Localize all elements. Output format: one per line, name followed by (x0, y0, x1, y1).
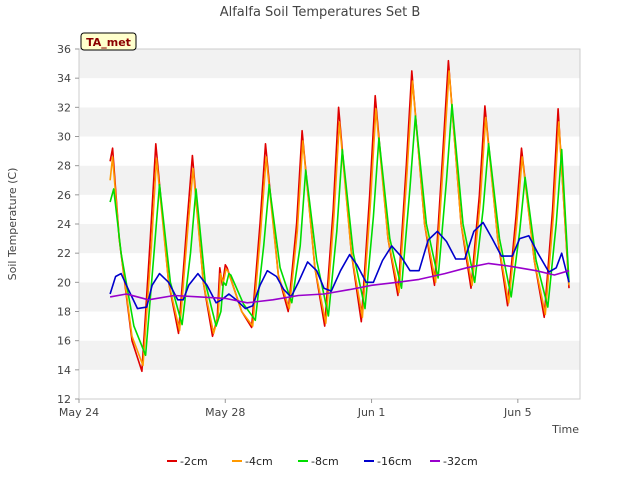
chart-title: Alfalfa Soil Temperatures Set B (220, 5, 421, 20)
station-badge: TA_met (80, 32, 137, 51)
x-tick-label: May 28 (205, 406, 245, 419)
series-lines (109, 59, 570, 373)
legend-label: -8cm (311, 455, 339, 468)
grid-band (79, 78, 580, 108)
y-tick-label: 26 (57, 189, 71, 202)
y-tick-label: 34 (57, 72, 71, 85)
y-tick-label: 28 (57, 160, 71, 173)
y-tick-label: 30 (57, 131, 71, 144)
y-tick-label: 22 (57, 247, 71, 260)
badge-label: TA_met (86, 36, 131, 49)
y-tick-label: 18 (57, 306, 71, 319)
badge-box (80, 32, 137, 51)
x-tick-label: May 24 (59, 406, 99, 419)
y-tick-label: 12 (57, 393, 71, 406)
x-tick-label: Jun 5 (503, 406, 532, 419)
grid-bands (79, 49, 580, 399)
grid-band (79, 340, 580, 370)
series-line-minus-16cm (109, 221, 570, 310)
grid-band (79, 136, 580, 166)
series-line-minus-4cm (109, 70, 570, 367)
series-line-minus-32cm (109, 262, 570, 304)
grid-band (79, 49, 580, 79)
x-axis-ticks: May 24 May 28 Jun 1 Jun 5 (59, 399, 532, 419)
y-tick-label: 24 (57, 218, 71, 231)
legend-label: -32cm (443, 455, 478, 468)
legend-label: -4cm (245, 455, 273, 468)
y-tick-label: 20 (57, 276, 71, 289)
y-axis-ticks: 12 14 16 18 20 22 24 26 28 30 32 34 36 (57, 43, 79, 406)
y-tick-label: 14 (57, 364, 71, 377)
legend-label: -2cm (180, 455, 208, 468)
grid-band (79, 165, 580, 195)
grid-band (79, 369, 580, 399)
series-line-minus-2cm (109, 59, 570, 373)
y-tick-label: 16 (57, 335, 71, 348)
legend: -2cm -4cm -8cm -16cm -32cm (167, 455, 478, 468)
series-line-minus-8cm (109, 103, 570, 357)
y-axis-label: Soil Temperature (C) (6, 168, 19, 281)
y-tick-label: 36 (57, 43, 71, 56)
grid-band (79, 107, 580, 137)
x-tick-label: Jun 1 (357, 406, 386, 419)
x-axis-label: Time (551, 423, 579, 436)
grid-band (79, 311, 580, 341)
legend-label: -16cm (377, 455, 412, 468)
y-tick-label: 32 (57, 101, 71, 114)
